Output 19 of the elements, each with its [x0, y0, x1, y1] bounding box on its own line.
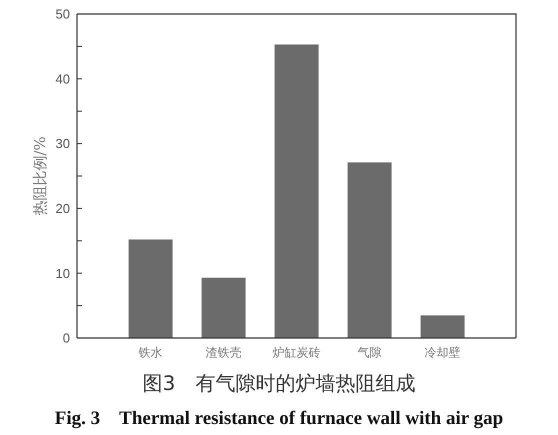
bar: [274, 44, 319, 338]
bar: [202, 278, 246, 338]
caption: 图3 有气隙时的炉墙热阻组成: [142, 370, 416, 397]
bar: [420, 315, 465, 338]
x-tick-label: 炉缸炭砖: [272, 346, 320, 360]
y-tick-label: 40: [56, 71, 70, 86]
y-tick-label: 0: [62, 330, 70, 346]
y-tick-label: 50: [56, 6, 70, 22]
caption: Fig. 3 Thermal resistance of furnace wall with air gap: [54, 407, 504, 431]
y-axis-title: 热阻比例/%: [31, 136, 49, 216]
bar: [128, 240, 173, 338]
bar: [348, 162, 392, 338]
y-tick-label: 30: [56, 136, 70, 152]
y-tick-label: 10: [56, 266, 70, 281]
x-tick-label: 气隙: [358, 346, 382, 360]
x-tick-label: 冷却壁: [424, 346, 460, 360]
y-tick-label: 20: [56, 201, 70, 216]
x-tick-label: 渣铁壳: [206, 346, 242, 360]
x-tick-label: 铁水: [138, 346, 162, 360]
